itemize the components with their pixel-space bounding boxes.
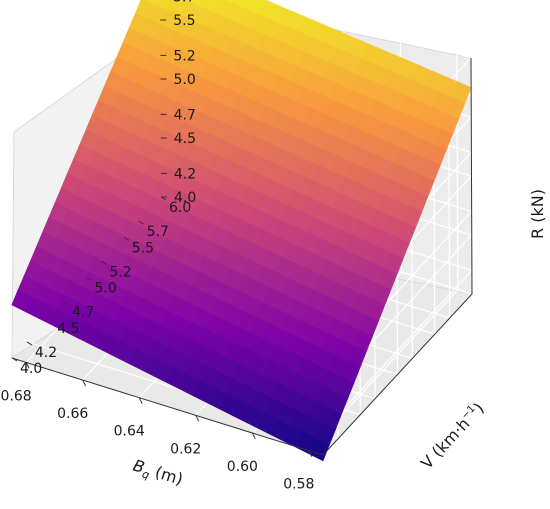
z-tick-label: 5.5 xyxy=(173,13,195,29)
y-tick-label: 5.0 xyxy=(95,281,117,297)
x-tick-label: 0.58 xyxy=(283,477,314,493)
z-axis-label: R (kN) xyxy=(528,189,547,239)
y-tick-mark xyxy=(11,357,18,362)
y-tick-label: 4.2 xyxy=(35,345,57,361)
x-axis-ticks: 0.58 0.60 0.62 0.64 0.66 0.68 xyxy=(1,362,314,493)
surface xyxy=(11,0,472,462)
y-tick-mark xyxy=(63,301,70,306)
z-tick-label: 5.7 xyxy=(173,0,195,5)
z-tick-label: 4.0 xyxy=(174,190,196,206)
z-axis-line xyxy=(470,57,473,295)
x-tick-label: 0.60 xyxy=(227,459,258,475)
x-tick-mark xyxy=(308,450,313,457)
y-tick-label: 4.7 xyxy=(72,305,94,321)
y-tick-label: 6.0 xyxy=(169,200,191,216)
x-tick-label: 0.68 xyxy=(1,388,32,404)
z-tick-label: 4.2 xyxy=(174,166,196,182)
y-axis-label: V (km·h−1) xyxy=(417,399,488,473)
y-tick-label: 4.5 xyxy=(57,321,79,337)
z-tick-label: 4.7 xyxy=(174,107,196,123)
x-tick-mark xyxy=(25,362,30,369)
y-tick-label: 5.5 xyxy=(132,240,154,256)
surface-patch xyxy=(11,289,32,312)
z-tick-label: 4.5 xyxy=(174,131,196,147)
z-tick-label: 5.0 xyxy=(174,72,196,88)
z-tick-label: 5.2 xyxy=(173,48,195,64)
y-axis-line xyxy=(322,293,473,456)
y-tick-mark xyxy=(48,317,55,322)
x-axis-label: Bq (m) xyxy=(130,456,185,492)
y-axis-ticks: 4.04.24.54.75.05.25.55.76.0 xyxy=(11,196,191,377)
y-tick-label: 5.7 xyxy=(147,224,169,240)
x-tick-label: 0.62 xyxy=(170,441,201,457)
x-tick-label: 0.66 xyxy=(57,406,88,422)
x-tick-mark xyxy=(195,415,200,422)
y-tick-mark xyxy=(26,341,33,346)
x-tick-mark xyxy=(138,397,143,404)
y-tick-mark xyxy=(138,220,144,225)
y-tick-label: 5.2 xyxy=(109,264,131,280)
x-axis-line xyxy=(11,357,324,456)
z-axis-ticks: 4.04.24.54.75.05.25.55.76.0 xyxy=(160,0,196,206)
y-tick-mark xyxy=(123,236,130,241)
y-tick-mark xyxy=(101,260,107,265)
x-tick-label: 0.64 xyxy=(114,424,145,440)
x-tick-mark xyxy=(251,432,256,440)
x-tick-mark xyxy=(82,379,87,387)
y-tick-label: 4.0 xyxy=(20,361,42,377)
y-tick-mark xyxy=(86,277,92,281)
